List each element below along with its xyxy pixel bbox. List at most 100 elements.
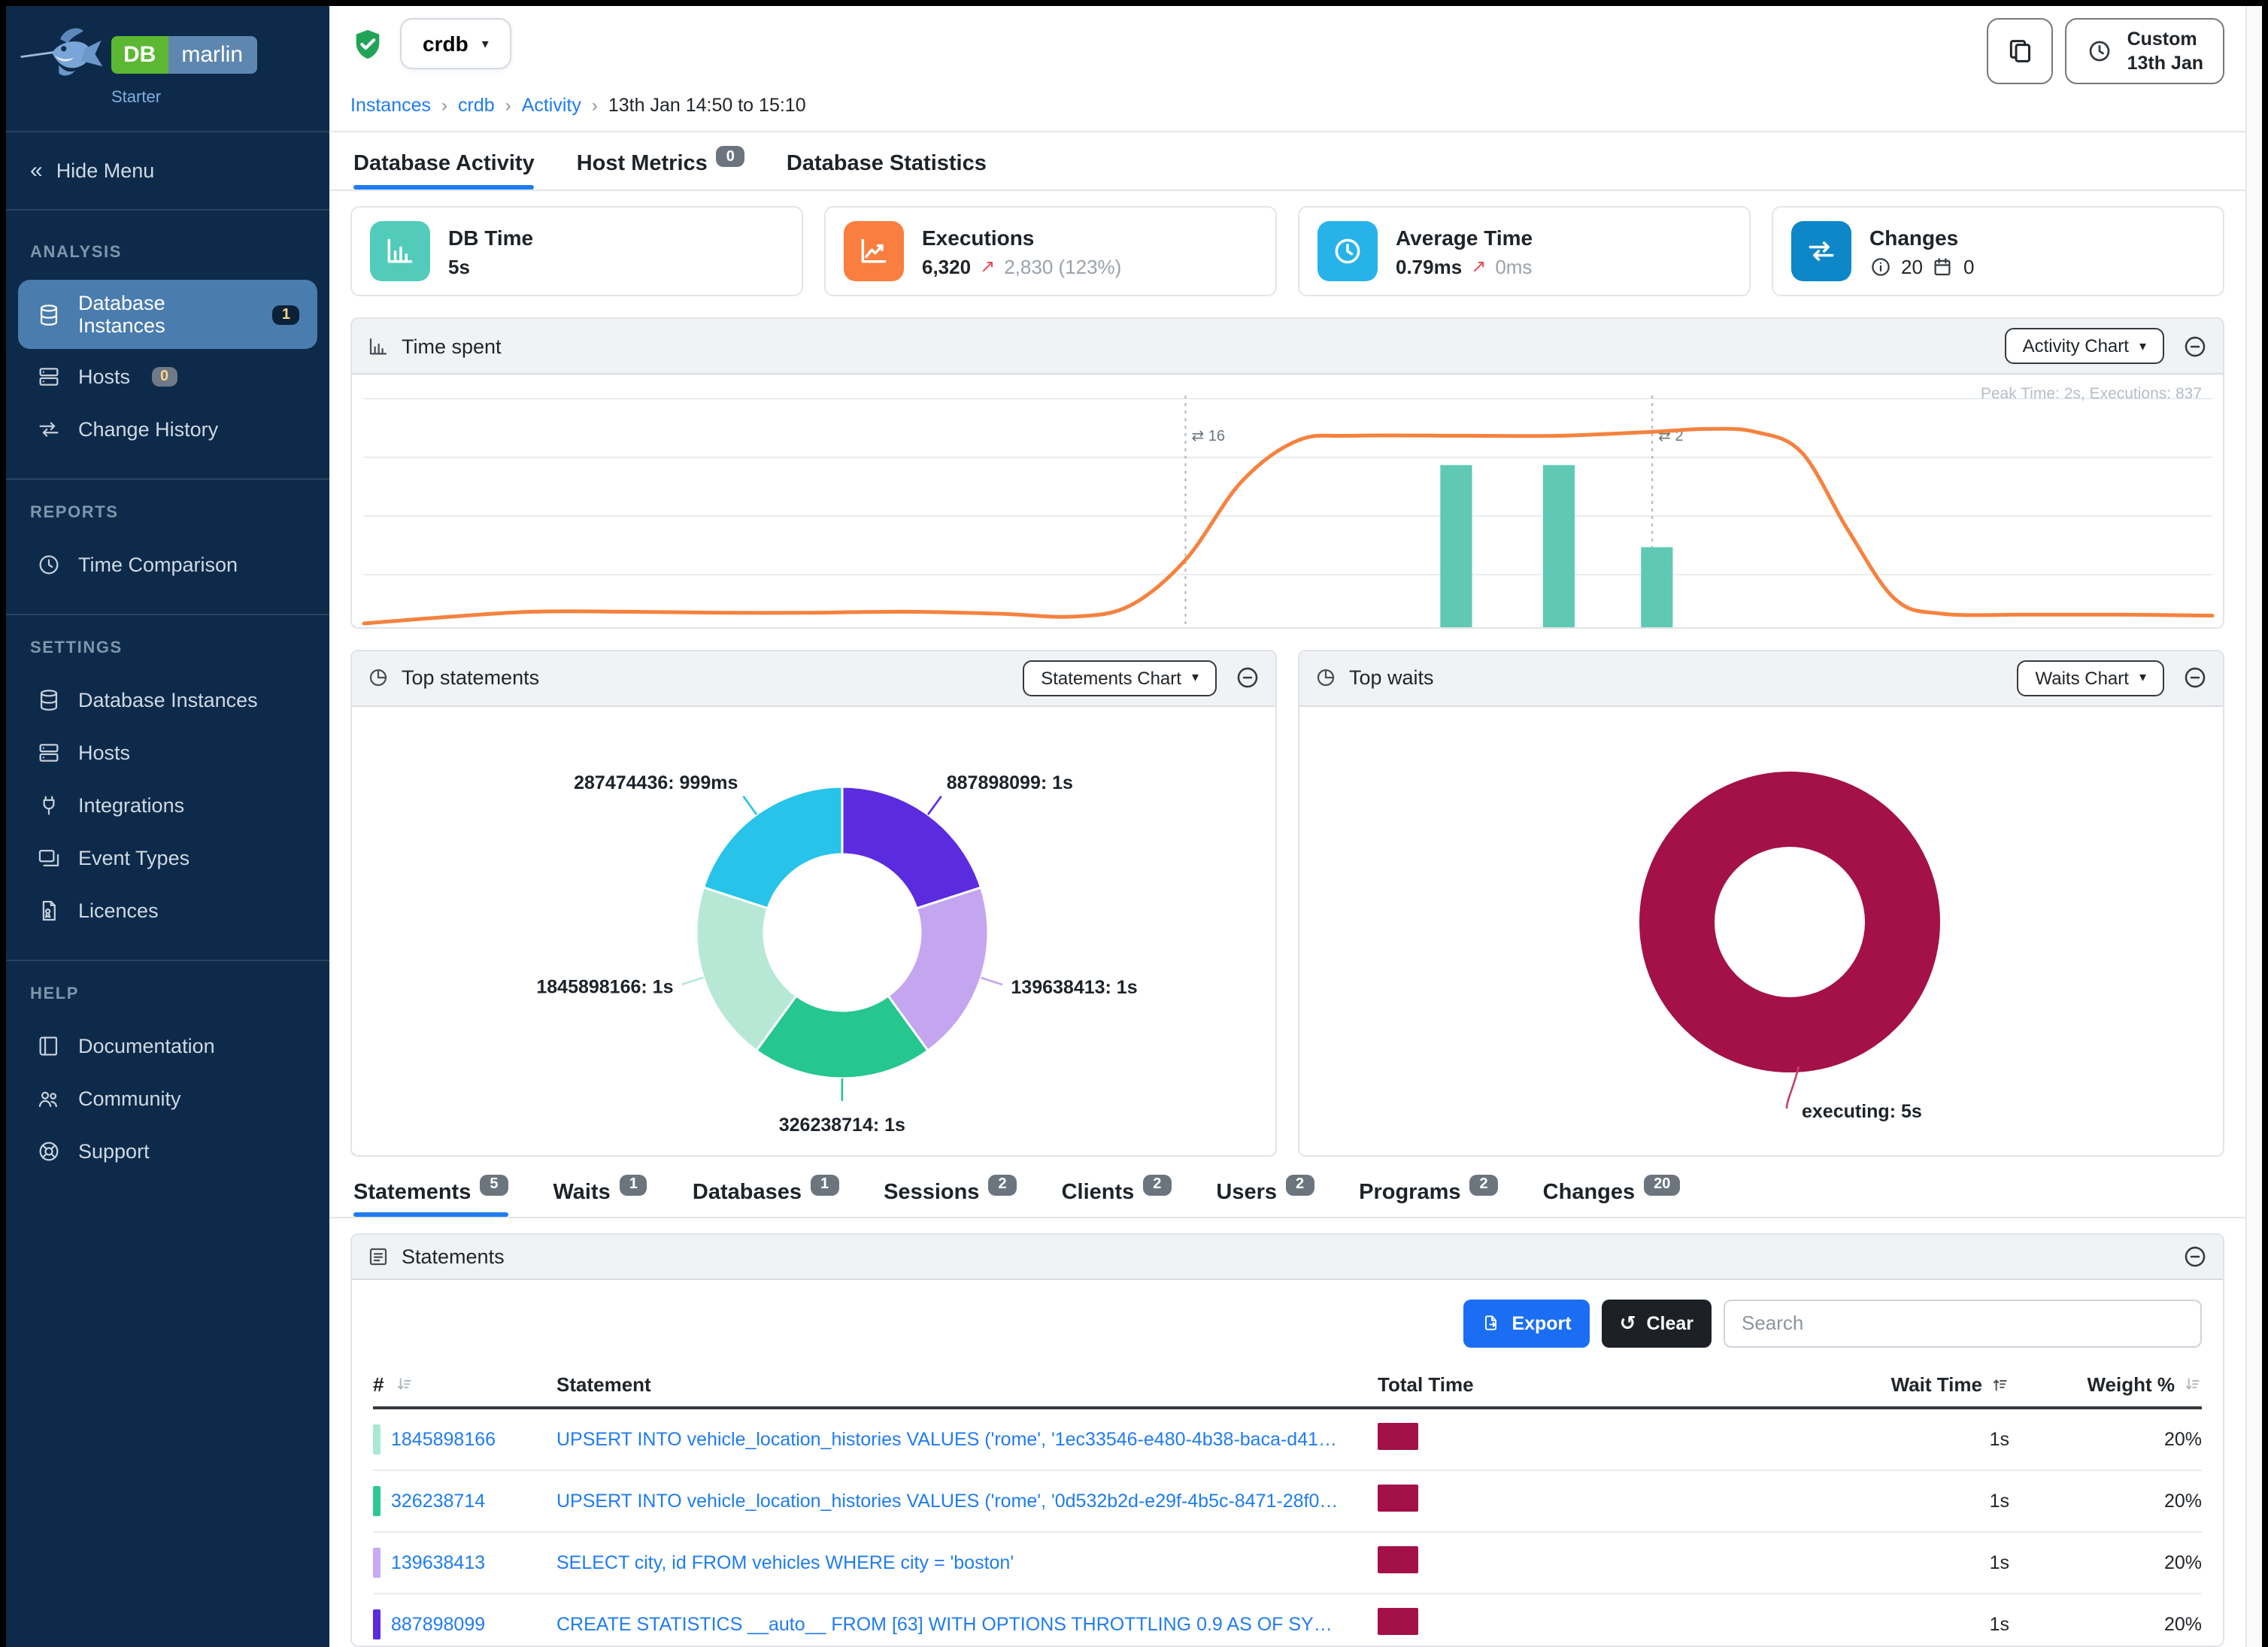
sidebar-item-community[interactable]: Community xyxy=(18,1074,317,1124)
breadcrumb-activity[interactable]: Activity xyxy=(521,95,581,116)
collapse-panel-button[interactable] xyxy=(2182,333,2208,359)
statement-cell: CREATE STATISTICS __auto__ FROM [63] WIT… xyxy=(556,1613,1378,1634)
detail-tab-users[interactable]: Users 2 xyxy=(1216,1174,1314,1216)
weight-cell: 20% xyxy=(2163,1490,2202,1512)
breadcrumb-instances[interactable]: Instances xyxy=(350,95,432,116)
activity-chart-select[interactable]: Activity Chart ▾ xyxy=(2004,328,2164,364)
detail-tab-badge: 2 xyxy=(1469,1174,1498,1196)
brand-tier-label: Starter xyxy=(111,89,162,107)
hide-menu-button[interactable]: « Hide Menu xyxy=(6,141,329,200)
tab-badge: 0 xyxy=(716,146,744,167)
export-button[interactable]: Export xyxy=(1463,1299,1590,1348)
collapse-panel-button[interactable] xyxy=(1235,665,1260,690)
detail-tab-label: Changes xyxy=(1542,1180,1636,1205)
card-changes: Changes 20 0 xyxy=(1772,206,2224,296)
column-header-total-time[interactable]: Total Time xyxy=(1378,1372,1678,1395)
donut-label-887898099: 887898099: 1s xyxy=(947,772,1073,793)
table-row[interactable]: 326238714 UPSERT INTO vehicle_location_hi… xyxy=(373,1470,2202,1533)
detail-tab-programs[interactable]: Programs 2 xyxy=(1359,1174,1498,1216)
detail-tab-databases[interactable]: Databases 1 xyxy=(693,1174,839,1216)
column-header-wait-time[interactable]: Wait Time xyxy=(1678,1372,2009,1395)
statement-id-link[interactable]: 887898099 xyxy=(391,1613,486,1635)
column-header-statement[interactable]: Statement xyxy=(556,1372,1378,1395)
statement-link[interactable]: UPSERT INTO vehicle_location_histories V… xyxy=(556,1490,1378,1512)
sidebar-item-hosts[interactable]: Hosts 0 xyxy=(18,352,317,402)
instance-selector-button[interactable]: crdb ▾ xyxy=(400,18,511,69)
panel-title: Top waits xyxy=(1349,666,1434,690)
time-range-button[interactable]: Custom 13th Jan xyxy=(2065,18,2224,84)
statement-id-link[interactable]: 139638413 xyxy=(391,1551,486,1573)
breadcrumb-crdb[interactable]: crdb xyxy=(458,95,495,116)
top-statements-donut[interactable]: 887898099: 1s 139638413: 1s 326238714: 1s 1… xyxy=(352,706,1277,1154)
statement-link[interactable]: CREATE STATISTICS __auto__ FROM [63] WIT… xyxy=(556,1613,1378,1635)
sidebar-section-analysis: ANALYSIS Database Instances 1 Hosts 0 Change … xyxy=(6,220,329,466)
collapse-panel-button[interactable] xyxy=(2182,1243,2208,1269)
sidebar-item-change-history[interactable]: Change History xyxy=(18,405,317,454)
collapse-panel-button[interactable] xyxy=(2182,665,2208,690)
copy-link-button[interactable] xyxy=(1987,18,2054,84)
statement-link[interactable]: SELECT city, id FROM vehicles WHERE city… xyxy=(556,1551,1014,1573)
detail-tab-changes[interactable]: Changes 20 xyxy=(1542,1174,1681,1216)
sidebar-item-documentation[interactable]: Documentation xyxy=(18,1021,317,1071)
statements-chart-select[interactable]: Statements Chart ▾ xyxy=(1023,660,1217,696)
sidebar-divider xyxy=(6,209,329,211)
sidebar-item-licences[interactable]: Licences xyxy=(18,886,317,936)
changes-calendar-count: 0 xyxy=(1963,255,1975,278)
list-icon xyxy=(367,1245,390,1267)
top-waits-donut[interactable]: executing: 5s xyxy=(1299,706,2224,1154)
donut-label-287474436: 287474436: 999ms xyxy=(574,772,738,793)
trend-up-icon: ↗ xyxy=(1471,256,1487,277)
table-row[interactable]: 887898099 CREATE STATISTICS __auto__ FROM… xyxy=(373,1594,2202,1645)
sidebar-item-hosts[interactable]: Hosts xyxy=(18,728,317,778)
statement-color-chip xyxy=(373,1485,381,1516)
detail-tab-badge: 2 xyxy=(1286,1174,1314,1196)
table-row[interactable]: 1845898166 UPSERT INTO vehicle_location_h… xyxy=(373,1409,2202,1471)
statement-id-link[interactable]: 326238714 xyxy=(391,1490,486,1512)
clear-button[interactable]: ↺ Clear xyxy=(1601,1299,1712,1348)
sidebar-section-help: HELP Documentation Community Support xyxy=(6,960,329,1188)
sidebar-item-integrations[interactable]: Integrations xyxy=(18,781,317,830)
page-scrollbar[interactable] xyxy=(2245,6,2262,1647)
detail-tab-statements[interactable]: Statements 5 xyxy=(353,1174,508,1217)
donut-label-1845898166: 1845898166: 1s xyxy=(536,976,673,997)
chart-select-label: Activity Chart xyxy=(2022,335,2129,356)
health-shield-icon xyxy=(350,26,385,61)
column-header-id[interactable]: # xyxy=(373,1372,556,1395)
statements-table-header: Statements xyxy=(352,1234,2223,1280)
detail-tab-clients[interactable]: Clients 2 xyxy=(1062,1174,1172,1216)
top-statements-chart-body: 887898099: 1s 139638413: 1s 326238714: 1s 1… xyxy=(352,706,1275,1154)
waits-chart-select[interactable]: Waits Chart ▾ xyxy=(2017,660,2164,696)
search-input[interactable] xyxy=(1724,1299,2202,1348)
trend-up-icon: ↗ xyxy=(980,256,996,277)
calendar-icon xyxy=(1932,255,1954,278)
card-db-time: DB Time 5s xyxy=(350,206,803,296)
statement-id-link[interactable]: 1845898166 xyxy=(391,1428,496,1450)
line-chart-icon xyxy=(844,221,904,281)
sidebar-item-event-types[interactable]: Event Types xyxy=(18,833,317,883)
column-header-weight[interactable]: Weight % xyxy=(2009,1372,2202,1395)
detail-tab-badge: 20 xyxy=(1644,1174,1681,1196)
sidebar-item-database-instances[interactable]: Database Instances 1 xyxy=(18,280,317,349)
sidebar-item-support[interactable]: Support xyxy=(18,1127,317,1176)
sidebar-item-time-comparison[interactable]: Time Comparison xyxy=(18,540,317,590)
sidebar-section-title: HELP xyxy=(30,985,80,1003)
sidebar-item-database-instances[interactable]: Database Instances xyxy=(18,675,317,725)
clock-icon xyxy=(36,552,62,578)
breadcrumb-separator: › xyxy=(591,95,598,116)
tab-database-activity[interactable]: Database Activity xyxy=(353,152,535,190)
table-row[interactable]: 139638413 SELECT city, id FROM vehicles W… xyxy=(373,1532,2202,1594)
detail-tabs-divider xyxy=(329,1216,2245,1218)
tab-database-statistics[interactable]: Database Statistics xyxy=(787,152,987,190)
instance-name: crdb xyxy=(423,32,468,56)
plug-icon xyxy=(36,793,62,818)
info-icon xyxy=(1869,255,1892,278)
card-title: Average Time xyxy=(1396,225,1533,249)
detail-tab-label: Sessions xyxy=(884,1180,980,1205)
detail-tab-sessions[interactable]: Sessions 2 xyxy=(884,1174,1017,1216)
statement-link[interactable]: UPSERT INTO vehicle_location_histories V… xyxy=(556,1428,1378,1450)
weight-cell: 20% xyxy=(2163,1613,2202,1635)
card-value: 5s xyxy=(448,255,470,278)
time-spent-chart[interactable]: ⇄ 16⇄ 214:5014:5515:0015:05 xyxy=(352,375,2224,628)
tab-host-metrics[interactable]: Host Metrics 0 xyxy=(577,146,744,190)
detail-tab-waits[interactable]: Waits 1 xyxy=(553,1174,647,1216)
